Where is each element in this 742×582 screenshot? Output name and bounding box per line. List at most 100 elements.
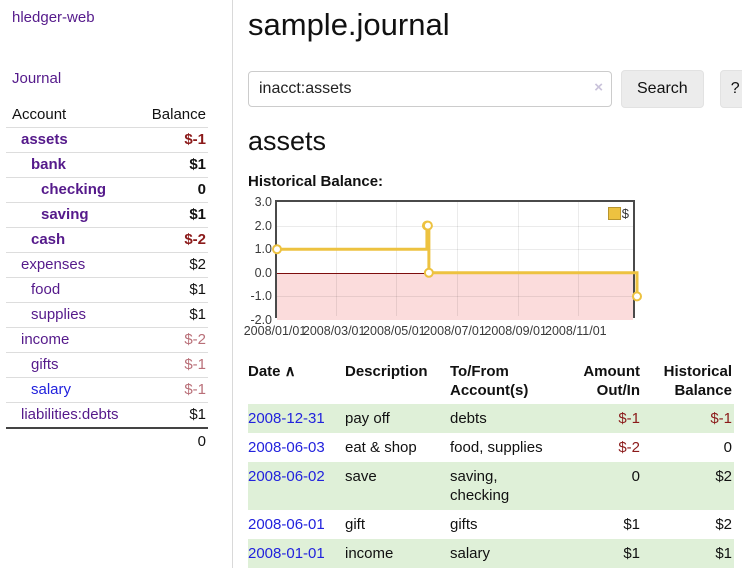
page-title: sample.journal: [248, 7, 450, 42]
account-balance-value: $-2: [136, 327, 208, 353]
transaction-row: 2008-06-03 eat & shop food, supplies $-2 0: [248, 433, 734, 462]
brand-link[interactable]: hledger-web: [12, 9, 95, 26]
account-balance-table: Account Balance assets $-1 bank $1 checking 0…: [6, 104, 208, 455]
transaction-description: gift: [345, 516, 366, 533]
sidebar-account-link[interactable]: checking: [41, 181, 107, 198]
sort-ascending-icon[interactable]: ∧: [280, 363, 296, 380]
transaction-description: eat & shop: [345, 439, 417, 456]
transaction-description: pay off: [345, 410, 390, 427]
sidebar-account-link[interactable]: supplies: [31, 306, 87, 323]
account-heading: assets: [248, 126, 327, 156]
hledger-web-app: hledger-web Journal Account Balance asse…: [0, 0, 742, 568]
transaction-date-link[interactable]: 2008-06-03: [248, 439, 325, 456]
transaction-balance: $2: [715, 516, 732, 533]
x-axis-tick-label: 2008/05/01: [363, 324, 426, 338]
sidebar-account-row: food $1: [6, 277, 208, 303]
historical-balance-chart: 3.0 2.0 1.0 0.0 -1.0 -2.0 $ 2008/01/01 2008/03…: [244, 195, 643, 342]
x-axis-tick-label: 2008/09/01: [484, 324, 547, 338]
sidebar-account-link[interactable]: assets: [21, 131, 68, 148]
transaction-date-link[interactable]: 2008-01-01: [248, 545, 325, 562]
chart-legend: $: [607, 206, 629, 221]
main-content: sample.journal × Search ? assets Histori…: [233, 0, 742, 568]
clear-search-icon[interactable]: ×: [594, 79, 603, 96]
negative-region: [277, 273, 633, 320]
account-balance-value: $1: [136, 402, 208, 428]
y-axis-tick-label: 0.0: [254, 265, 272, 280]
register-header-date[interactable]: Date ∧: [248, 363, 296, 380]
transaction-accounts: salary: [450, 545, 491, 562]
sidebar-account-row: cash $-2: [6, 227, 208, 253]
transaction-amount: 0: [631, 468, 640, 485]
transaction-amount: $-1: [618, 410, 640, 427]
sidebar-total-value: 0: [136, 427, 208, 455]
transaction-accounts: saving, checking: [450, 468, 510, 504]
transaction-date: 2008-01-01: [248, 539, 345, 568]
transaction-description: income: [345, 545, 394, 562]
sidebar-account-link[interactable]: food: [31, 281, 61, 298]
transaction-date: 2008-06-01: [248, 510, 345, 539]
transaction-date-link[interactable]: 2008-12-31: [248, 410, 325, 427]
account-balance-value: $1: [136, 277, 208, 303]
sidebar-account-row: income $-2: [6, 327, 208, 353]
search-input-wrapper: ×: [248, 71, 612, 107]
transaction-row: 2008-12-31 pay off debts $-1 $-1: [248, 404, 734, 433]
sidebar-account-link[interactable]: bank: [31, 156, 67, 173]
gridline: [517, 202, 519, 316]
sidebar-account-link[interactable]: salary: [31, 381, 72, 398]
register-table: Date ∧ Description To/From Account(s) Amoun…: [248, 358, 734, 568]
chart-plot-area[interactable]: $: [272, 200, 642, 320]
sidebar-account-row: saving $1: [6, 202, 208, 228]
transaction-amount: $1: [623, 545, 640, 562]
series-legend-label: $: [621, 206, 629, 221]
transaction-balance: $2: [715, 468, 732, 485]
x-axis-tick-label: 2008/11/01: [544, 324, 607, 338]
sidebar-account-row: supplies $1: [6, 302, 208, 328]
transaction-date-link[interactable]: 2008-06-02: [248, 468, 325, 485]
account-balance-value: $-2: [136, 227, 208, 253]
transaction-amount: $1: [623, 516, 640, 533]
transaction-accounts: debts: [450, 410, 487, 427]
transaction-date-link[interactable]: 2008-06-01: [248, 516, 325, 533]
sidebar-account-link[interactable]: income: [21, 331, 70, 348]
sidebar-account-link[interactable]: saving: [41, 206, 89, 223]
transaction-date: 2008-06-02: [248, 462, 345, 510]
sidebar-account-link[interactable]: cash: [31, 231, 66, 248]
y-axis-tick-label: 2.0: [254, 218, 272, 233]
register-header-accounts: To/From Account(s): [450, 363, 529, 399]
sidebar-account-row: gifts $-1: [6, 352, 208, 378]
register-header-description: Description: [345, 363, 428, 380]
transaction-balance: 0: [723, 439, 732, 456]
transaction-balance: $-1: [710, 410, 732, 427]
sidebar-item-journal[interactable]: Journal: [12, 70, 62, 87]
search-form: × Search ?: [248, 70, 742, 108]
account-balance-value: $2: [136, 252, 208, 278]
balance-series-line: [272, 220, 642, 302]
search-button[interactable]: Search: [621, 70, 704, 108]
transaction-accounts: gifts: [450, 516, 478, 533]
transaction-amount: $-2: [618, 439, 640, 456]
transaction-row: 2008-06-02 save saving, checking 0 $2: [248, 462, 734, 510]
sidebar-account-link[interactable]: liabilities:debts: [21, 406, 119, 423]
series-legend-swatch: [607, 207, 621, 220]
sidebar: hledger-web Journal Account Balance asse…: [0, 0, 233, 568]
y-axis-tick-label: -1.0: [250, 289, 272, 304]
transaction-date: 2008-06-03: [248, 433, 345, 462]
sidebar-account-row: expenses $2: [6, 252, 208, 278]
sidebar-account-link[interactable]: gifts: [31, 356, 59, 373]
gridline: [277, 225, 633, 227]
sidebar-account-row: assets $-1: [6, 127, 208, 153]
account-balance-value: $1: [136, 302, 208, 328]
search-input[interactable]: [248, 71, 612, 107]
help-button[interactable]: ?: [719, 70, 742, 108]
sidebar-account-row: salary $-1: [6, 377, 208, 403]
gridline: [277, 296, 633, 298]
account-column-header: Account: [12, 106, 67, 123]
sidebar-account-link[interactable]: expenses: [21, 256, 86, 273]
sidebar-total-row: 0: [6, 427, 208, 455]
transaction-date: 2008-12-31: [248, 404, 345, 433]
transaction-description: save: [345, 468, 377, 485]
y-axis-tick-label: -2.0: [250, 313, 272, 327]
gridline: [396, 202, 398, 316]
account-balance-value: $-1: [136, 127, 208, 153]
transaction-accounts: food, supplies: [450, 439, 543, 456]
